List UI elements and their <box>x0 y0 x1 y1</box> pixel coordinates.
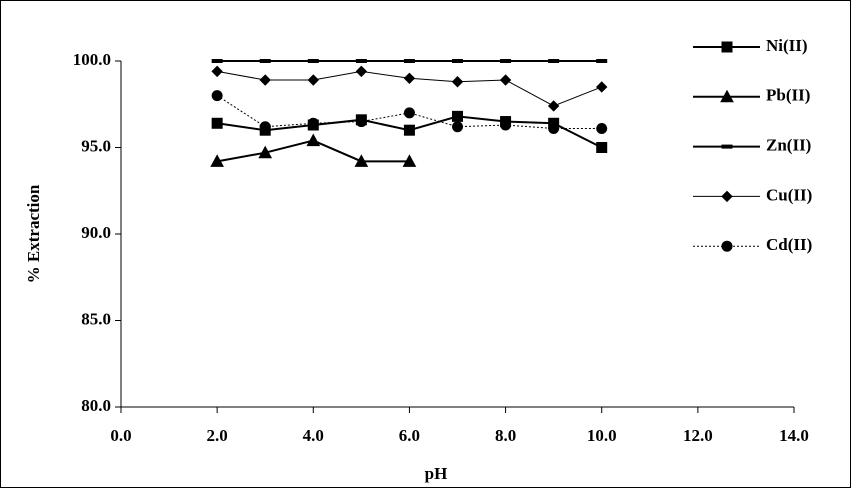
marker-dash <box>721 144 733 149</box>
marker-circle <box>452 121 463 133</box>
marker-diamond <box>451 76 464 88</box>
marker-circle <box>403 107 415 119</box>
marker-circle <box>259 121 271 133</box>
marker-square <box>721 41 733 53</box>
x-tick-label: 12.0 <box>683 426 713 445</box>
marker-triangle <box>720 89 734 103</box>
marker-diamond <box>499 74 512 86</box>
x-tick-label: 4.0 <box>303 426 324 445</box>
marker-square <box>211 117 223 129</box>
marker-circle <box>596 122 608 134</box>
x-tick-label: 0.0 <box>110 426 131 445</box>
marker-dash <box>403 59 415 63</box>
marker-triangle <box>306 133 321 147</box>
marker-circle <box>500 119 512 131</box>
marker-diamond <box>259 74 271 86</box>
x-tick-label: 10.0 <box>587 426 617 445</box>
marker-dash <box>500 59 512 63</box>
marker-triangle <box>354 154 369 167</box>
marker-diamond <box>307 74 319 86</box>
marker-diamond <box>211 65 223 78</box>
x-tick-label: 14.0 <box>779 426 809 445</box>
marker-dash <box>355 59 367 63</box>
x-tick-label: 8.0 <box>495 426 516 445</box>
marker-square <box>452 110 463 122</box>
marker-circle <box>355 116 367 128</box>
marker-dash <box>548 59 560 63</box>
marker-dash <box>259 59 271 63</box>
legend-label: Pb(II) <box>766 86 810 105</box>
marker-circle <box>721 240 733 252</box>
marker-diamond <box>403 72 416 85</box>
marker-triangle <box>210 154 224 167</box>
y-tick-label: 80.0 <box>81 396 111 415</box>
y-tick-label: 95.0 <box>81 136 111 155</box>
series-line <box>216 95 602 129</box>
y-tick-label: 85.0 <box>81 309 111 328</box>
marker-diamond <box>547 100 560 112</box>
legend-label: Cd(II) <box>766 235 812 254</box>
marker-dash <box>211 59 223 63</box>
legend-label: Ni(II) <box>766 36 808 55</box>
marker-dash <box>596 59 608 63</box>
marker-triangle <box>402 154 417 167</box>
marker-circle <box>211 90 223 102</box>
x-tick-label: 2.0 <box>207 426 228 445</box>
marker-dash <box>307 59 319 63</box>
marker-square <box>596 142 608 153</box>
marker-circle <box>548 122 560 134</box>
y-tick-label: 90.0 <box>81 223 111 242</box>
marker-triangle <box>258 145 273 159</box>
marker-circle <box>307 117 319 129</box>
marker-diamond <box>596 81 608 93</box>
y-tick-label: 100.0 <box>73 50 111 69</box>
y-axis-title: % Extraction <box>24 184 43 283</box>
legend-label: Zn(II) <box>766 136 811 155</box>
x-axis-title: pH <box>425 464 448 483</box>
x-tick-label: 6.0 <box>399 426 420 445</box>
marker-dash <box>452 59 463 63</box>
marker-square <box>403 124 415 136</box>
legend-label: Cu(II) <box>766 185 812 204</box>
marker-diamond <box>355 65 368 78</box>
marker-diamond <box>721 190 733 203</box>
